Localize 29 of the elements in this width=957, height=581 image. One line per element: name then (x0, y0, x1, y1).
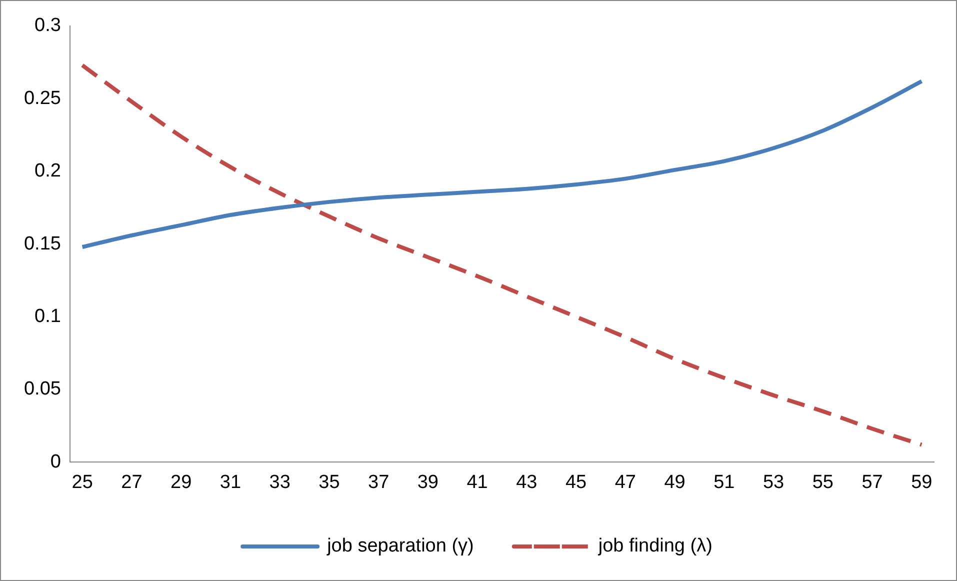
y-tick-label: 0.25 (24, 88, 61, 109)
x-tick-label: 43 (516, 472, 538, 493)
x-tick-label: 59 (911, 472, 932, 493)
y-tick-label: 0.2 (34, 160, 61, 182)
y-tick-label: 0.15 (24, 233, 61, 254)
y-tick-label: 0.1 (34, 306, 61, 328)
x-tick-label: 35 (318, 472, 340, 493)
x-tick-label: 39 (417, 472, 438, 493)
x-tick-label: 49 (664, 472, 686, 493)
x-tick-label: 37 (368, 472, 390, 493)
line-series (80, 79, 924, 250)
y-tick-label: 0.3 (34, 15, 61, 36)
x-tick-label: 31 (220, 472, 242, 493)
x-tick-label: 53 (762, 472, 784, 493)
y-tick-label: 0.05 (24, 378, 61, 400)
x-tick-label: 47 (614, 472, 636, 493)
y-tick-label: 0 (50, 451, 61, 472)
x-tick-label: 57 (862, 472, 883, 493)
line-series (80, 63, 924, 447)
x-tick-label: 25 (72, 472, 93, 493)
legend-label: job separation (γ) (326, 536, 474, 557)
x-tick-label: 45 (565, 472, 587, 493)
x-tick-label: 41 (466, 472, 488, 493)
x-tick-label: 29 (170, 472, 192, 493)
x-tick-label: 27 (121, 472, 142, 493)
legend-label: job finding (λ) (597, 536, 712, 557)
x-tick-label: 55 (812, 472, 834, 493)
x-tick-label: 51 (714, 472, 735, 493)
x-tick-label: 33 (269, 472, 290, 493)
